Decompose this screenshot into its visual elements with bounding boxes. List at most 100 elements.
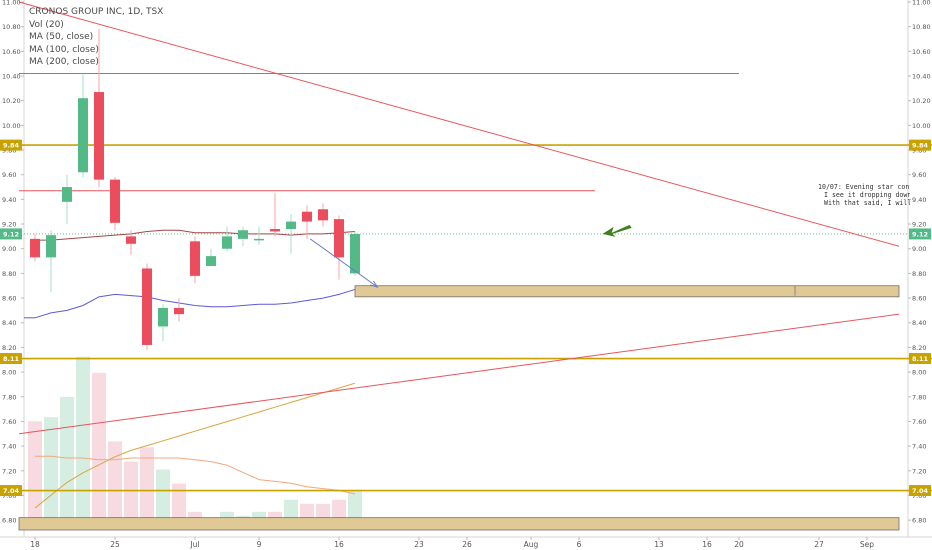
level-badge-right [909,139,931,151]
volume-bar [108,441,122,530]
y-tick-label-left: 10.80 [2,23,21,31]
y-tick-label-right: 8.20 [912,344,926,352]
indicator-ma200[interactable]: MA (200, close) [29,57,99,67]
y-tick-label-right: 7.40 [912,443,926,451]
level-label-left: 9.84 [3,142,20,150]
y-tick-label-left: 8.80 [2,270,16,278]
y-tick-label-right: 10.40 [912,73,931,81]
ma100-line [35,229,356,241]
volume-bar [44,417,58,530]
y-tick-label-right: 6.80 [912,517,926,525]
level-badge-left [0,139,22,151]
candle-body[interactable] [238,230,248,239]
chart-legend: CRONOS GROUP INC, 1D, TSX Vol (20) MA (5… [29,6,163,69]
y-tick-label-left: 10.20 [2,97,21,105]
candle-body[interactable] [78,98,88,173]
y-tick-label-left: 9.60 [2,171,16,179]
y-tick-label-left: 8.40 [2,319,16,327]
target-zone[interactable] [18,517,900,531]
green-arrow-icon[interactable] [602,224,632,237]
indicator-vol[interactable]: Vol (20) [29,19,64,30]
projection-arrowhead [370,280,379,288]
trend-line[interactable] [18,313,900,435]
y-tick-label-right: 10.20 [912,97,931,105]
y-tick-label-right: 8.00 [912,369,926,377]
target-zone[interactable] [354,285,900,298]
candle-body[interactable] [222,236,232,249]
level-badge-left [0,353,22,365]
y-tick-label-right: 8.80 [912,270,926,278]
candle-body[interactable] [302,211,312,222]
volume-bar [140,447,154,530]
candle-body[interactable] [126,236,136,244]
y-tick-label-left: 8.20 [2,344,16,352]
y-tick-label-right: 8.60 [912,295,926,303]
candle-body[interactable] [94,92,104,180]
x-tick-label: 16 [334,540,344,549]
candle-body[interactable] [206,256,216,266]
y-tick-label-left: 11.00 [2,0,21,7]
volume-bar [156,469,170,530]
y-tick-label-left: 7.40 [2,443,16,451]
candle-body[interactable] [110,179,120,223]
x-tick-label: 16 [702,540,712,549]
trend-line[interactable] [18,1,900,247]
level-label-left: 8.11 [3,355,20,363]
symbol-line: CRONOS GROUP INC, 1D, TSX [29,7,164,17]
candle-body[interactable] [334,219,344,258]
current-price-label-left: 9.12 [3,230,19,238]
volume-bar [92,372,106,530]
candle-body[interactable] [174,307,184,315]
x-tick-label: 13 [654,540,664,549]
x-tick-label: 20 [734,540,744,549]
y-tick-label-right: 10.00 [912,122,931,130]
y-tick-label-right: 7.60 [912,418,926,426]
candle-body[interactable] [62,187,72,202]
indicator-ma50[interactable]: MA (50, close) [29,32,94,42]
candle-body[interactable] [270,228,280,232]
y-tick-label-right: 7.20 [912,467,926,475]
volume-ma-line [34,382,356,509]
x-tick-label: Jul [189,540,199,549]
x-tick-label: 27 [814,540,824,549]
y-tick-label-left: 10.00 [2,122,21,130]
projection-arrow[interactable] [309,238,378,288]
candle-body[interactable] [318,209,328,221]
y-tick-label-left: 7.60 [2,418,16,426]
y-tick-label-left: 7.80 [2,393,16,401]
candle-body[interactable] [142,268,152,345]
idea-annotation: 10/07: Evening star confirme I see it dr… [818,183,910,207]
candle-body[interactable] [190,241,200,276]
indicator-ma100[interactable]: MA (100, close) [29,44,99,55]
y-tick-label-right: 9.60 [912,171,926,179]
x-tick-label: 23 [414,540,424,549]
x-tick-label: Aug [524,540,539,549]
candle-body[interactable] [30,238,40,258]
candle-body[interactable] [158,307,168,327]
volume-bar [76,356,90,530]
x-tick-label: 25 [110,540,120,549]
annotation-line: With that said, I will enter at [824,199,910,207]
y-tick-label-right: 8.40 [912,319,926,327]
volume-bar [60,397,74,530]
y-tick-label-left: 6.80 [2,517,16,525]
candle-body[interactable] [350,233,360,274]
candle-body[interactable] [286,221,296,229]
level-label-right: 8.11 [912,355,929,363]
volume-ma-line-2 [35,455,356,495]
y-tick-label-left: 9.20 [2,221,16,229]
candle-body[interactable] [46,235,56,258]
current-price-badge-right [909,228,931,240]
y-tick-label-right: 10.80 [912,23,931,31]
x-tick-label: 6 [577,540,582,549]
y-tick-label-left: 10.40 [2,73,21,81]
ma50-line [34,288,356,319]
annotation-line: I see it dropping down to 8.6 [824,191,910,199]
y-tick-label-left: 7.20 [2,467,16,475]
y-tick-label-left: 8.60 [2,295,16,303]
current-price-badge-left [0,228,22,240]
level-badge-left [0,485,22,497]
candle-body[interactable] [254,238,264,241]
